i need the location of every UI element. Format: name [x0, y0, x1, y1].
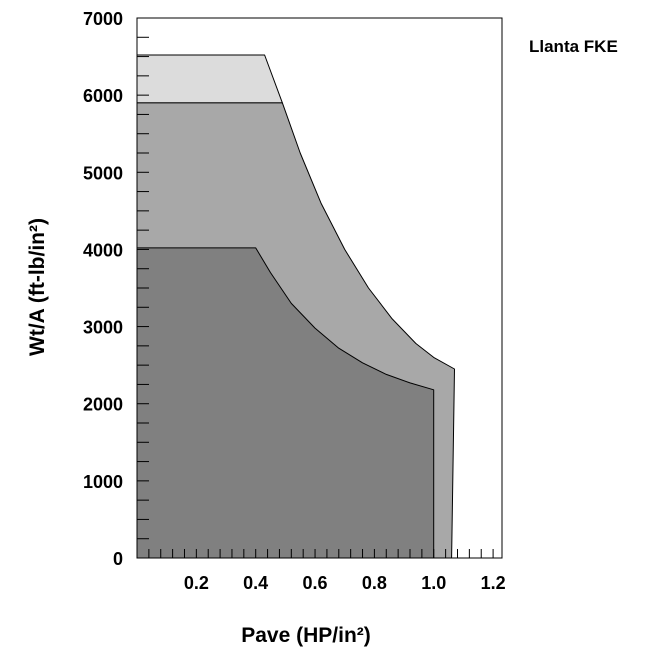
- y-tick-label: 2000: [83, 395, 123, 415]
- region-3: [136, 247, 435, 559]
- y-tick-label: 7000: [83, 9, 123, 29]
- y-tick-label: 5000: [83, 163, 123, 183]
- x-tick-label: 0.6: [303, 573, 328, 593]
- plot-frame: [136, 17, 503, 559]
- x-tick-label: 1.2: [481, 573, 506, 593]
- x-tick-label: 0.8: [362, 573, 387, 593]
- minor-ticks: [137, 36, 494, 558]
- y-axis-title: Wt/A (ft-lb/in²): [26, 218, 49, 356]
- x-tick-label: 1.0: [421, 573, 446, 593]
- x-tick-label: 0.2: [184, 573, 209, 593]
- x-axis-title: Pave (HP/in²): [241, 624, 371, 647]
- y-tick-label: 4000: [83, 240, 123, 260]
- y-tick-label: 1000: [83, 472, 123, 492]
- y-tick-label: 6000: [83, 86, 123, 106]
- y-tick-label: 3000: [83, 318, 123, 338]
- chart-regions: [136, 54, 455, 559]
- region-1: [136, 54, 283, 104]
- x-tick-labels: 0.2 0.4 0.6 0.8 1.0 1.2: [184, 573, 506, 593]
- y-tick-label: 0: [113, 549, 123, 569]
- y-tick-labels: 0 1000 2000 3000 4000 5000 6000 7000: [83, 9, 123, 569]
- chart-annotation: Llanta FKE: [529, 37, 618, 56]
- x-tick-label: 0.4: [243, 573, 268, 593]
